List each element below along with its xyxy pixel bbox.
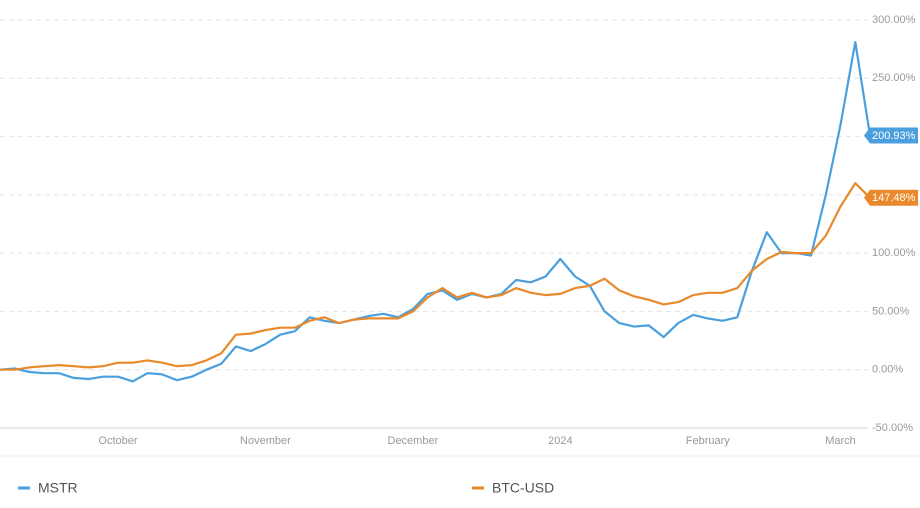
- x-tick-label: February: [686, 435, 731, 447]
- y-tick-label: 250.00%: [872, 72, 916, 84]
- x-tick-label: October: [98, 435, 137, 447]
- y-tick-label: -50.00%: [872, 422, 913, 434]
- y-tick-label: 0.00%: [872, 364, 903, 376]
- series-line: [0, 182, 871, 371]
- y-tick-label: 100.00%: [872, 247, 916, 259]
- value-flag: [864, 127, 918, 144]
- legend-label: MSTR: [38, 480, 78, 496]
- y-tick-label: 300.00%: [872, 14, 916, 26]
- x-tick-label: December: [388, 435, 439, 447]
- x-tick-label: November: [240, 435, 291, 447]
- value-label: 200.93%: [872, 130, 916, 142]
- legend-label: BTC-USD: [492, 480, 554, 496]
- y-tick-label: 50.00%: [872, 305, 910, 317]
- value-flag: [864, 189, 918, 206]
- x-tick-label: March: [825, 435, 856, 447]
- value-label: 147.48%: [872, 192, 916, 204]
- series-line: [0, 41, 872, 383]
- x-tick-label: 2024: [548, 435, 572, 447]
